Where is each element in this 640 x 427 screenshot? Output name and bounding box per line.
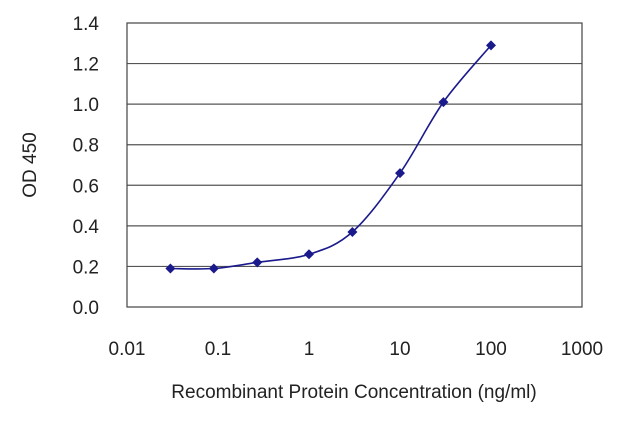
- x-tick-labels: 0.01 0.1 1 10 100 1000: [109, 339, 604, 360]
- y-axis-label: OD 450: [20, 132, 41, 197]
- y-tick-label: 0.8: [73, 136, 99, 157]
- fitted-curve: [170, 44, 492, 270]
- data-point: [165, 263, 176, 274]
- x-tick-label: 1000: [561, 339, 603, 360]
- data-point: [486, 40, 496, 51]
- x-axis-label: Recombinant Protein Concentration (ng/ml…: [171, 382, 536, 403]
- x-tick-label: 0.1: [205, 339, 231, 360]
- y-tick-label: 0.6: [73, 176, 99, 197]
- gridlines: [127, 62, 582, 268]
- x-tick-label: 10: [389, 339, 410, 360]
- x-tick-label: 1: [304, 339, 315, 360]
- data-point: [395, 168, 405, 179]
- data-point: [347, 226, 358, 237]
- x-tick-label: 0.01: [109, 339, 146, 360]
- y-tick-label: 1.4: [73, 14, 100, 35]
- data-point: [304, 249, 314, 260]
- data-point: [438, 97, 449, 108]
- x-tick-label: 100: [475, 339, 507, 360]
- plot-area-frame: [126, 22, 583, 308]
- y-tick-label: 1.0: [73, 95, 99, 116]
- y-tick-labels: 0.0 0.2 0.4 0.6 0.8 1.0 1.2 1.4: [73, 14, 100, 319]
- y-tick-label: 0.4: [73, 217, 100, 238]
- y-tick-label: 0.0: [73, 298, 99, 319]
- y-tick-label: 0.2: [73, 257, 99, 278]
- data-points: [165, 40, 496, 274]
- y-tick-label: 1.2: [73, 55, 99, 76]
- data-point: [208, 263, 219, 274]
- data-point: [252, 257, 263, 268]
